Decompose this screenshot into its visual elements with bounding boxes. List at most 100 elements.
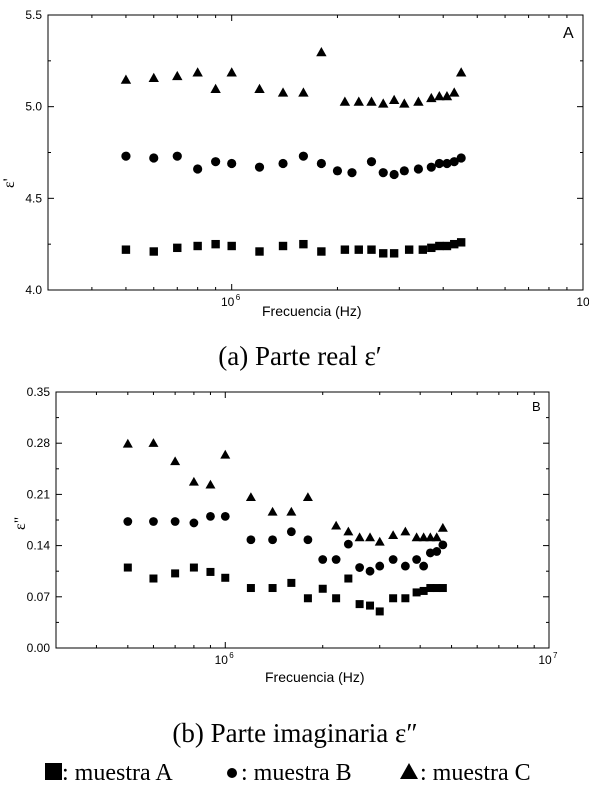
chart-panel-a: 4.04.55.05.5 10 6 10 A Frecuencia (Hz) ε' … <box>1 8 589 371</box>
data-point-square <box>418 245 428 254</box>
data-point-triangle <box>399 98 410 108</box>
y-axis-title-b: ε" <box>12 517 29 530</box>
data-point-square <box>255 247 264 256</box>
data-point-triangle <box>411 532 422 542</box>
data-point-triangle <box>418 532 429 542</box>
data-point-circle <box>149 517 158 526</box>
data-point-circle <box>206 511 215 521</box>
data-point-square <box>344 574 353 583</box>
data-point-circle <box>400 561 410 571</box>
data-point-circle <box>432 547 442 556</box>
x-axis-a: 10 6 10 <box>47 15 589 309</box>
data-point-triangle <box>205 479 216 489</box>
data-point-triangle <box>425 532 436 542</box>
data-point-square <box>206 567 215 576</box>
data-point-square <box>332 594 341 603</box>
data-point-circle <box>298 151 309 161</box>
y-tick-label: 0.28 <box>27 436 51 450</box>
legend-label-c: : muestra C <box>420 760 531 786</box>
data-point-square <box>435 241 444 251</box>
y-tick-label: 0.07 <box>27 590 51 604</box>
x-axis-title-a: Frecuencia (Hz) <box>262 303 362 319</box>
data-point-triangle <box>148 438 159 447</box>
data-point-triangle <box>245 492 256 501</box>
data-point-triangle <box>170 456 181 466</box>
data-point-square <box>318 584 327 593</box>
data-point-circle <box>378 168 388 178</box>
data-point-triangle <box>455 67 467 77</box>
data-point-square <box>149 574 158 583</box>
data-point-triangle <box>339 96 351 106</box>
data-point-square <box>317 247 326 256</box>
data-point-circle <box>227 158 237 169</box>
data-point-triangle <box>210 83 221 93</box>
data-point-square <box>389 594 398 603</box>
y-tick-label: 5.5 <box>25 8 42 22</box>
legend-square-marker <box>45 763 62 780</box>
panel-label-a: A <box>563 25 574 42</box>
data-point-circle <box>193 164 203 174</box>
data-point-circle <box>389 169 399 180</box>
data-point-square <box>149 247 158 256</box>
data-point-circle <box>254 162 265 172</box>
data-point-square <box>189 563 198 572</box>
data-point-triangle <box>426 92 437 103</box>
data-point-square <box>355 600 364 609</box>
data-point-triangle <box>298 87 309 97</box>
legend: : muestra A : muestra B : muestra C <box>45 760 531 786</box>
y-tick-label: 0.00 <box>27 641 51 655</box>
y-tick-label: 5.0 <box>25 100 42 114</box>
data-point-circle <box>189 518 199 528</box>
data-point-triangle <box>449 87 460 97</box>
data-point-square <box>299 239 308 249</box>
data-point-square <box>404 245 414 254</box>
data-point-square <box>227 241 236 251</box>
data-point-square <box>419 586 428 595</box>
data-point-circle <box>343 539 353 549</box>
data-point-triangle <box>122 438 133 448</box>
y-tick-label: 4.5 <box>25 191 42 205</box>
data-point-triangle <box>378 98 389 108</box>
data-point-circle <box>211 157 221 167</box>
data-point-triangle <box>148 72 159 82</box>
data-point-circle <box>220 511 230 521</box>
data-point-triangle <box>220 449 231 459</box>
data-point-circle <box>172 151 182 161</box>
y-axis-b: 0.00 0.07 0.14 0.21 0.28 0.35 <box>27 385 549 655</box>
data-point-circle <box>149 153 159 163</box>
data-point-square <box>278 241 288 251</box>
data-point-square <box>401 594 410 603</box>
x-tick-label: 10 <box>576 295 589 309</box>
data-point-triangle <box>120 74 132 84</box>
y-tick-label: 0.14 <box>27 539 51 553</box>
legend-triangle-marker <box>400 763 418 779</box>
data-point-square <box>303 594 312 603</box>
data-point-triangle <box>374 536 385 546</box>
data-point-circle <box>426 162 436 172</box>
x-axis-b: 10 6 10 7 <box>55 392 558 667</box>
data-point-square <box>456 238 466 247</box>
data-point-triangle <box>267 506 278 516</box>
data-point-triangle <box>353 96 364 106</box>
y-axis-title-a: ε' <box>1 178 18 188</box>
data-point-circle <box>278 158 288 169</box>
data-point-triangle <box>388 94 400 104</box>
data-point-triangle <box>431 532 442 542</box>
data-point-circle <box>170 517 180 526</box>
data-point-square <box>246 584 255 593</box>
data-point-square <box>375 607 384 616</box>
data-point-circle <box>449 157 459 167</box>
data-point-triangle <box>331 520 342 530</box>
legend-circle-marker <box>227 768 237 778</box>
data-point-square <box>442 241 452 251</box>
caption-b: (b) Parte imaginaria ε″ <box>172 718 417 748</box>
data-point-triangle <box>316 47 327 57</box>
x-tick-label-exponent: 6 <box>236 293 241 302</box>
data-point-triangle <box>388 530 399 540</box>
legend-label-a: : muestra A <box>62 760 173 786</box>
caption-a: (a) Parte real ε′ <box>218 341 381 371</box>
data-point-square <box>426 584 435 593</box>
data-point-circle <box>434 158 444 169</box>
data-points-a <box>120 47 467 258</box>
